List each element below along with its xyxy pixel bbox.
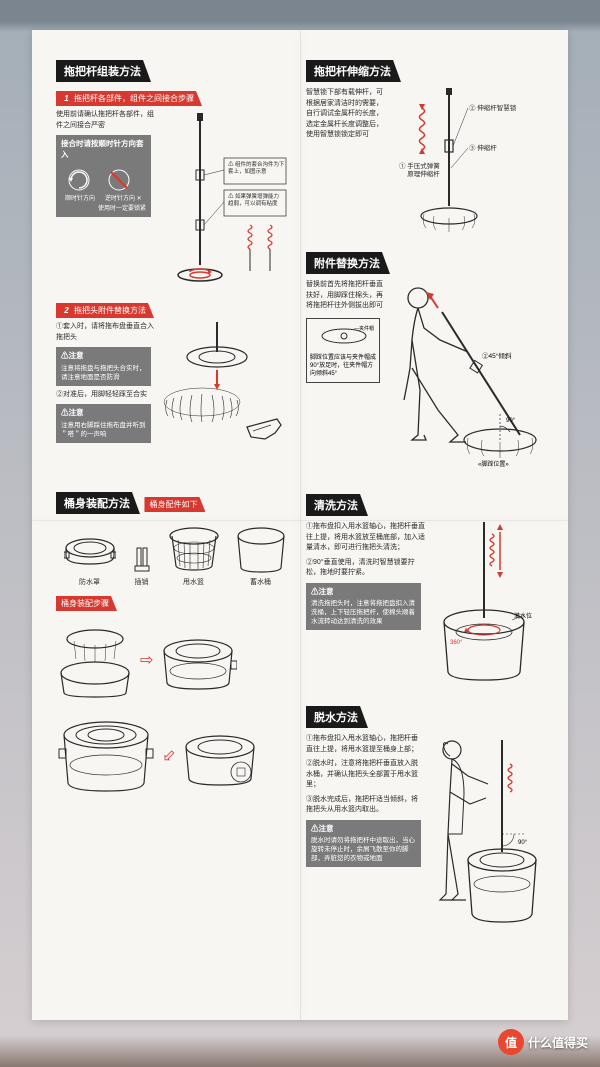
step-diagram-1 — [56, 621, 134, 699]
mop-pole-diagram: ⚠ 组件的套合沟件为下 套上，如图示意 ⚠ 如果弹簧增弹能力 趋弱，可以调有粘度 — [162, 110, 292, 300]
fold-vertical — [300, 30, 301, 1020]
svg-text:360°: 360° — [450, 640, 463, 646]
wash-step2: ②90°垂直使用，清洗时智慧锁要拧松，拖地时要拧紧。 — [306, 558, 426, 579]
step-diagram-2 — [159, 621, 237, 699]
spin-step3: ③脱水完成后，拖把杆适当倾斜，将拖把头从用水篮内取出。 — [306, 795, 424, 816]
sub-parts: 桶身配件如下 — [144, 497, 205, 512]
svg-text:原理伸缩杆: 原理伸缩杆 — [399, 169, 440, 178]
section-assembly: 拖把杆组装方法 1拖把杆各部件，组件之间接合步骤 使用前请确认拖把杆各部件，组件… — [56, 60, 294, 472]
step2-1: ①套入时，请将拖布盘垂直合入拖把头 — [56, 322, 156, 343]
wash-note: ⚠注意 清洗拖把头时，注意将拖把盘扣入清洗桶，上下轻压拖把杆，使棉头顺着水流转动… — [306, 583, 421, 631]
svg-text:⚠ 如果弹簧增弹能力: ⚠ 如果弹簧增弹能力 — [228, 192, 279, 200]
note-a: ⚠注意 注意将拖盘与拖把头合实时，请注意地面是否防滑 — [56, 347, 151, 386]
section-spin: 脱水方法 ①拖布盘扣入甩水篮轴心，拖把杆垂直往上提，将甩水篮提至桶身上部； ②脱… — [306, 706, 544, 944]
step1-text: 使用前请确认拖把杆各部件，组件之间接合严密 — [56, 110, 156, 131]
step2-2: ②对准后，用脚轻轻踩至合实 — [56, 390, 156, 401]
note-b: ⚠注意 注意用右脚踩住拖布盘并听到＂嗒＂的一声响 — [56, 404, 151, 443]
svg-text:套上，如图示意: 套上，如图示意 — [228, 167, 267, 175]
note-direction: 接合时请按顺时针方向套入 顺时针方向 逆时针方向 ✕ 使用时一定要锁紧 — [56, 135, 151, 217]
attach-callout: —夹件帽 脚踩位置应该与夹件帽成90°放足时，往夹件帽方向倾斜45° — [306, 318, 380, 383]
watermark-text: 什么值得买 — [528, 1034, 588, 1051]
svg-text:満水位: 満水位 — [514, 612, 532, 620]
extend-body: 智慧锁下部有载伸杆，可根据居家清洁时的需要，自行调试金属杆的长度，选定金属杆长度… — [306, 88, 388, 141]
arrow-icon: ⇨ — [157, 744, 181, 768]
assembly-steps: ⇨ — [56, 621, 294, 801]
section-bucket: 桶身装配方法 桶身配件如下 防水罩 插销 甩水篮 蓄水桶 — [56, 492, 294, 801]
left-column: 拖把杆组装方法 1拖把杆各部件，组件之间接合步骤 使用前请确认拖把杆各部件，组件… — [50, 60, 300, 1002]
svg-text:② 伸缩杆智慧锁: ② 伸缩杆智慧锁 — [469, 103, 517, 112]
svg-text:90°: 90° — [518, 840, 528, 846]
spin-step2: ②脱水时，注意将拖把杆垂直放入脱水桶，并确认拖把头全部置于甩水篮里； — [306, 759, 424, 791]
section-extend: 拖把杆伸缩方法 智慧锁下部有载伸杆，可根据居家清洁时的需要，自行调试金属杆的长度… — [306, 60, 544, 238]
step2-tag: 2拖把头附件替换方法 — [56, 303, 154, 318]
heading-extend: 拖把杆伸缩方法 — [306, 60, 401, 82]
spin-diagram: 90° — [430, 734, 550, 944]
extend-diagram: ② 伸缩杆智慧锁 ① 手压式弹簧 原理伸缩杆 ③ 伸缩杆 — [394, 88, 544, 238]
svg-text:① 手压式弹簧: ① 手压式弹簧 — [399, 161, 440, 170]
right-column: 拖把杆伸缩方法 智慧锁下部有载伸杆，可根据居家清洁时的需要，自行调试金属杆的长度… — [300, 60, 550, 1002]
svg-text:③ 伸缩杆: ③ 伸缩杆 — [469, 143, 497, 152]
svg-text:顺时针方向: 顺时针方向 — [65, 194, 95, 202]
rotation-icon: 顺时针方向 逆时针方向 ✕ — [61, 162, 141, 202]
attach-person-diagram: ②45°倾斜 90° «脚踩位置» — [390, 280, 550, 470]
heading-spin: 脱水方法 — [306, 706, 368, 728]
heading-assembly: 拖把杆组装方法 — [56, 60, 151, 82]
part-plug: 插销 — [131, 546, 153, 587]
step1-tag: 1拖把杆各部件，组件之间接合步骤 — [56, 91, 202, 106]
part-basket: 甩水篮 — [168, 526, 220, 587]
svg-text:逆时针方向 ✕: 逆时针方向 ✕ — [105, 194, 141, 202]
heading-attach: 附件替换方法 — [306, 252, 390, 274]
part-shield: 防水罩 — [64, 534, 116, 587]
svg-text:②45°倾斜: ②45°倾斜 — [482, 351, 512, 360]
svg-text:—夹件帽: —夹件帽 — [354, 325, 374, 332]
parts-row: 防水罩 插销 甩水篮 蓄水桶 — [56, 526, 294, 587]
attach-body: 替换前首先将拖把杆垂直扶好，用脚踩住棉头，再将拖把杆往外侧拔出即可 — [306, 280, 384, 312]
svg-text:«脚踩位置»: «脚踩位置» — [478, 460, 509, 468]
sub-steps: 桶身装配步骤 — [56, 596, 117, 611]
mop-head-diagram — [162, 322, 292, 472]
section-attach: 附件替换方法 替换前首先将拖把杆垂直扶好，用脚踩住棉头，再将拖把杆往外侧拔出即可… — [306, 252, 544, 470]
watermark: 值 什么值得买 — [498, 1029, 588, 1055]
svg-text:趋弱，可以调有粘度: 趋弱，可以调有粘度 — [228, 199, 278, 207]
step-diagram-3 — [56, 711, 156, 801]
part-bucket: 蓄水桶 — [235, 526, 287, 587]
wash-diagram: 360° 満水位 — [432, 522, 542, 692]
instruction-sheet: 拖把杆组装方法 1拖把杆各部件，组件之间接合步骤 使用前请确认拖把杆各部件，组件… — [32, 30, 568, 1020]
spin-note: ⚠注意 脱水时请勿将拖把杆中途取出，当心旋转未停止时，余屑飞散至你的脚部，弄脏您… — [306, 820, 421, 868]
wash-step1: ①拖布盘扣入用水篮轴心，拖把杆垂直往上提，将用水篮放至桶底部，加入适量清水，即可… — [306, 522, 426, 554]
svg-text:90°: 90° — [506, 418, 516, 424]
watermark-badge: 值 — [498, 1029, 524, 1055]
step-diagram-2b — [181, 717, 259, 795]
heading-wash: 清洗方法 — [306, 494, 368, 516]
svg-text:⚠ 组件的套合沟件为下: ⚠ 组件的套合沟件为下 — [228, 160, 285, 168]
section-wash: 清洗方法 ①拖布盘扣入用水篮轴心，拖把杆垂直往上提，将用水篮放至桶底部，加入适量… — [306, 494, 544, 692]
heading-bucket: 桶身装配方法 — [56, 492, 140, 514]
spin-step1: ①拖布盘扣入甩水篮轴心，拖把杆垂直往上提，将甩水篮提至桶身上部； — [306, 734, 424, 755]
arrow-icon: ⇨ — [140, 650, 153, 670]
fold-horizontal — [32, 520, 568, 521]
